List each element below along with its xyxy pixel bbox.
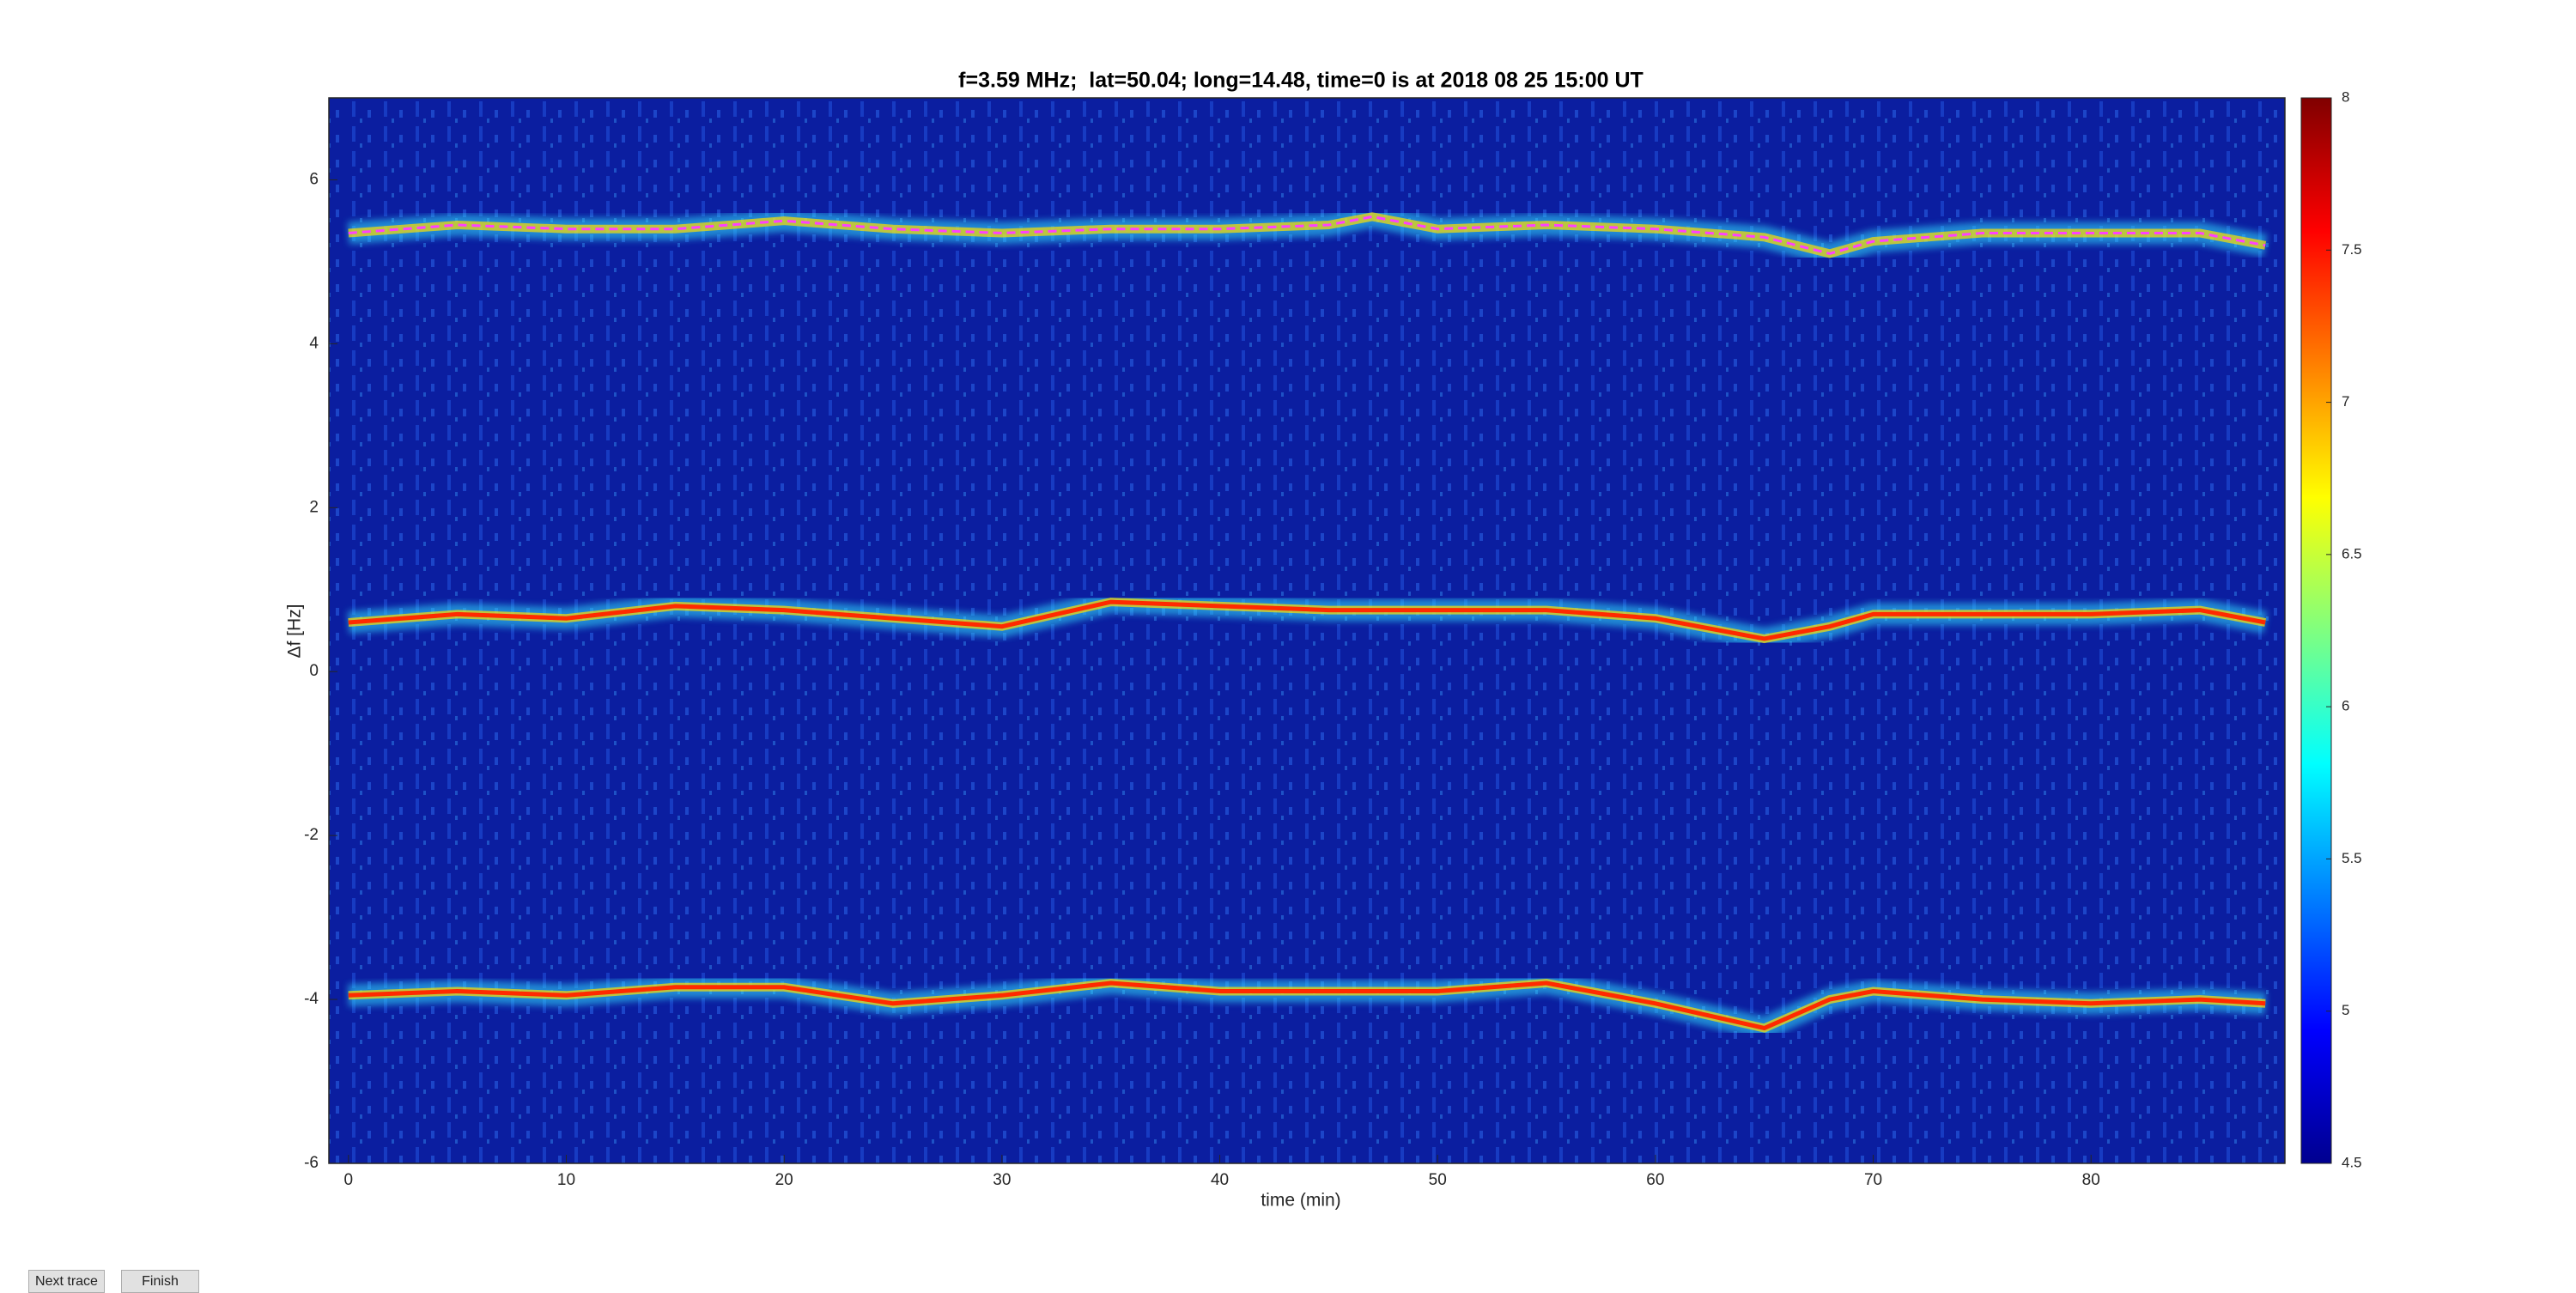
colorbar-tick-label: 5.5	[2342, 850, 2362, 866]
colorbar-tick-label: 6	[2342, 698, 2349, 714]
finish-button[interactable]: Finish	[121, 1270, 199, 1293]
x-tick-label: 30	[993, 1171, 1011, 1189]
x-tick-label: 10	[557, 1171, 575, 1189]
x-tick-label: 70	[1864, 1171, 1882, 1189]
y-tick-label: -4	[304, 990, 319, 1008]
colorbar-tick-label: 8	[2342, 88, 2349, 105]
colorbar-tick-label: 7.5	[2342, 241, 2362, 258]
figure: f=3.59 MHz; lat=50.04; long=14.48, time=…	[285, 69, 2362, 1211]
x-tick-label: 40	[1211, 1171, 1229, 1189]
colorbar-tick-label: 5	[2342, 1002, 2349, 1018]
y-tick-label: 2	[309, 498, 319, 516]
colorbar-tick-label: 4.5	[2342, 1154, 2362, 1170]
x-tick-label: 50	[1429, 1171, 1447, 1189]
x-tick-label: 80	[2082, 1171, 2100, 1189]
y-tick-label: 6	[309, 170, 319, 188]
x-axis-label: time (min)	[1261, 1191, 1340, 1211]
y-tick-label: 0	[309, 662, 319, 680]
colorbar	[2300, 97, 2332, 1164]
trace-line	[348, 599, 2266, 641]
y-tick-label: 4	[309, 334, 319, 352]
colorbar-tick-label: 7	[2342, 393, 2349, 410]
chart-title: f=3.59 MHz; lat=50.04; long=14.48, time=…	[958, 69, 1643, 93]
y-tick-label: -2	[304, 826, 319, 844]
y-tick-label: -6	[304, 1154, 319, 1172]
colorbar-tick-label: 6.5	[2342, 545, 2362, 562]
y-axis-label: Δf [Hz]	[285, 604, 305, 658]
next-trace-button[interactable]: Next trace	[28, 1270, 105, 1293]
trace-line	[348, 215, 2266, 255]
plot-frame	[328, 97, 2286, 1164]
x-tick-label: 0	[344, 1171, 354, 1189]
x-tick-label: 60	[1646, 1171, 1664, 1189]
trace-line	[348, 980, 2266, 1031]
x-tick-label: 20	[775, 1171, 793, 1189]
